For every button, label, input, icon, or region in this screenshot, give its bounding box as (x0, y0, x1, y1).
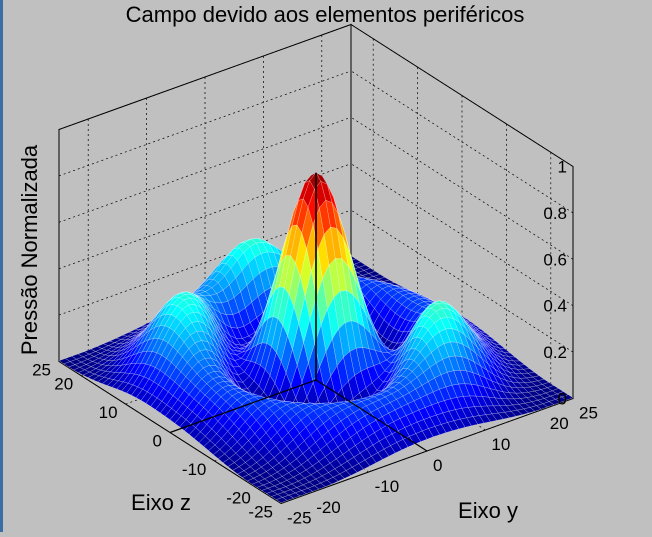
z-tick-label: 0.2 (543, 343, 567, 362)
wall-grid-line (350, 163, 574, 306)
wall-grid-line (350, 117, 574, 260)
z-tick-label: 0.8 (543, 204, 567, 223)
z-tick-label: 0.6 (543, 250, 567, 269)
chart-title: Campo devido aos elementos periféricos (126, 2, 525, 27)
z-tick-label: 0 (558, 390, 567, 409)
x-tick-label: 10 (99, 403, 118, 422)
y-tick-label: -10 (375, 477, 400, 496)
z-tick-label: 0.4 (543, 297, 567, 316)
z-axis-label: Pressão Normalizada (17, 144, 42, 355)
y-tick-label: 20 (550, 414, 569, 433)
window-edge (0, 0, 3, 532)
y-tick-label: -25 (287, 509, 312, 528)
x-tick-label: -25 (248, 503, 273, 522)
y-axis-label: Eixo y (458, 498, 518, 523)
x-tick-label: -10 (182, 460, 207, 479)
x-tick-label: -20 (226, 488, 251, 507)
z-tick-label: 1 (558, 158, 567, 177)
y-tick-label: -20 (316, 498, 341, 517)
y-tick-label: 0 (433, 456, 442, 475)
surface-patch (275, 497, 288, 504)
x-tick-label: 25 (32, 361, 51, 380)
x-axis-label: Eixo z (131, 490, 191, 515)
y-tick-label: 25 (579, 404, 598, 423)
x-tick-label: 20 (54, 375, 73, 394)
wall-grid-line (58, 116, 352, 223)
y-tick-label: 10 (491, 435, 510, 454)
wall-grid-line (58, 163, 352, 270)
floor-axis-line (169, 379, 317, 434)
axis-ticks: 00.20.40.60.81-25-20-100102025-25-20-100… (32, 158, 598, 528)
floor-axis-line (315, 379, 428, 452)
x-tick-label: 0 (153, 432, 162, 451)
surface-mesh (58, 172, 574, 504)
